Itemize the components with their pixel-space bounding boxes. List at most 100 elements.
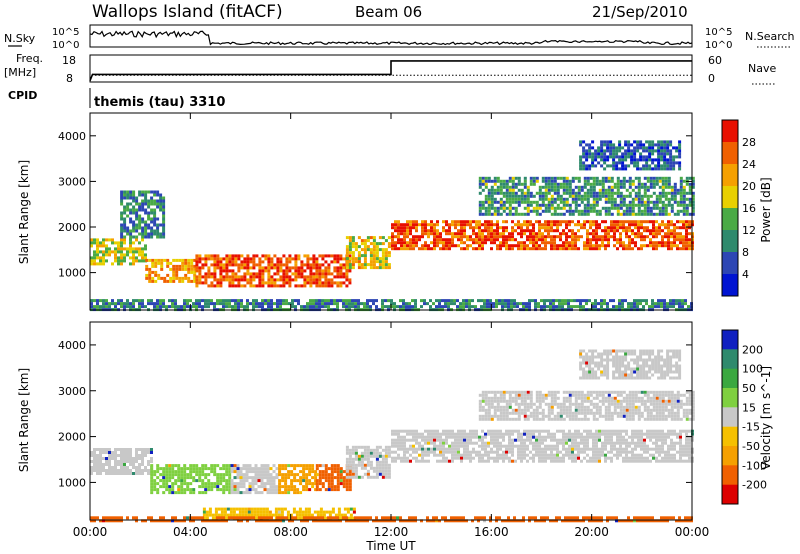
data-cell: [663, 161, 667, 165]
data-cell: [129, 244, 132, 248]
data-cell: [639, 299, 642, 303]
data-cell: [321, 464, 325, 468]
data-cell: [535, 220, 538, 224]
data-cell: [175, 270, 179, 274]
data-cell: [478, 456, 481, 460]
data-cell: [577, 429, 580, 433]
data-cell: [327, 302, 330, 306]
data-cell: [138, 241, 141, 245]
data-cell: [556, 444, 559, 448]
data-cell: [523, 179, 527, 183]
data-cell: [105, 244, 108, 248]
data-cell: [475, 450, 478, 454]
data-cell: [574, 185, 578, 189]
data-cell: [348, 466, 352, 470]
data-cell: [246, 272, 250, 276]
data-cell: [529, 235, 532, 239]
data-cell: [598, 226, 601, 230]
data-cell: [571, 441, 574, 445]
data-cell: [463, 453, 466, 457]
data-cell: [616, 247, 619, 251]
data-cell: [622, 241, 625, 245]
data-cell: [345, 482, 349, 486]
data-cell: [105, 451, 108, 454]
beam-label: Beam 06: [355, 3, 422, 21]
data-cell: [517, 179, 521, 183]
data-cell: [589, 435, 592, 439]
data-cell: [418, 238, 421, 242]
data-cell: [675, 302, 678, 306]
data-cell: [150, 211, 154, 215]
data-cell: [156, 235, 160, 239]
data-cell: [348, 488, 352, 492]
data-cell: [415, 450, 418, 454]
data-cell: [636, 164, 640, 168]
data-cell: [679, 188, 683, 192]
data-cell: [366, 457, 370, 461]
data-cell: [547, 232, 550, 236]
data-cell: [299, 491, 303, 495]
data-cell: [147, 448, 150, 451]
data-cell: [421, 432, 424, 436]
data-cell: [108, 472, 111, 475]
data-cell: [406, 459, 409, 463]
data-cell: [345, 254, 349, 258]
data-cell: [357, 299, 360, 303]
data-cell: [511, 197, 515, 201]
data-cell: [550, 220, 553, 224]
data-cell: [330, 467, 334, 471]
data-cell: [339, 275, 343, 279]
data-cell: [297, 275, 301, 279]
data-cell: [508, 459, 511, 463]
data-cell: [108, 448, 111, 451]
data-cell: [553, 453, 556, 457]
data-cell: [454, 441, 457, 445]
data-cell: [484, 432, 487, 436]
data-cell: [445, 459, 448, 463]
data-cell: [664, 244, 667, 248]
data-cell: [643, 200, 647, 204]
data-cell: [162, 205, 166, 209]
data-cell: [293, 491, 297, 495]
data-cell: [357, 445, 361, 449]
data-cell: [553, 444, 556, 448]
data-cell: [637, 203, 641, 207]
data-cell: [478, 414, 482, 418]
data-cell: [619, 232, 622, 236]
data-cell: [165, 470, 169, 474]
data-cell: [469, 429, 472, 433]
data-cell: [360, 445, 364, 449]
data-cell: [666, 302, 669, 306]
data-cell: [610, 459, 613, 463]
data-cell: [517, 194, 521, 198]
data-cell: [330, 473, 334, 477]
data-cell: [246, 260, 250, 264]
data-cell: [592, 200, 596, 204]
data-cell: [630, 305, 633, 309]
data-cell: [105, 305, 108, 309]
data-cell: [189, 482, 193, 486]
data-cell: [559, 223, 562, 227]
data-cell: [685, 235, 688, 239]
data-cell: [505, 244, 508, 248]
data-cell: [565, 179, 569, 183]
data-cell: [315, 464, 319, 468]
data-cell: [342, 266, 346, 270]
data-cell: [487, 206, 491, 210]
data-cell: [213, 473, 217, 477]
data-cell: [622, 220, 625, 224]
data-cell: [348, 473, 352, 477]
data-cell: [433, 441, 436, 445]
data-cell: [553, 220, 556, 224]
data-cell: [290, 488, 294, 492]
data-cell: [595, 229, 598, 233]
data-cell: [345, 272, 349, 276]
data-cell: [366, 469, 370, 473]
data-cell: [538, 450, 541, 454]
data-cell: [499, 182, 503, 186]
data-cell: [369, 257, 373, 261]
data-cell: [604, 435, 607, 439]
data-cell: [460, 453, 463, 457]
y-tick-label: 1000: [58, 267, 86, 280]
data-cell: [526, 444, 529, 448]
